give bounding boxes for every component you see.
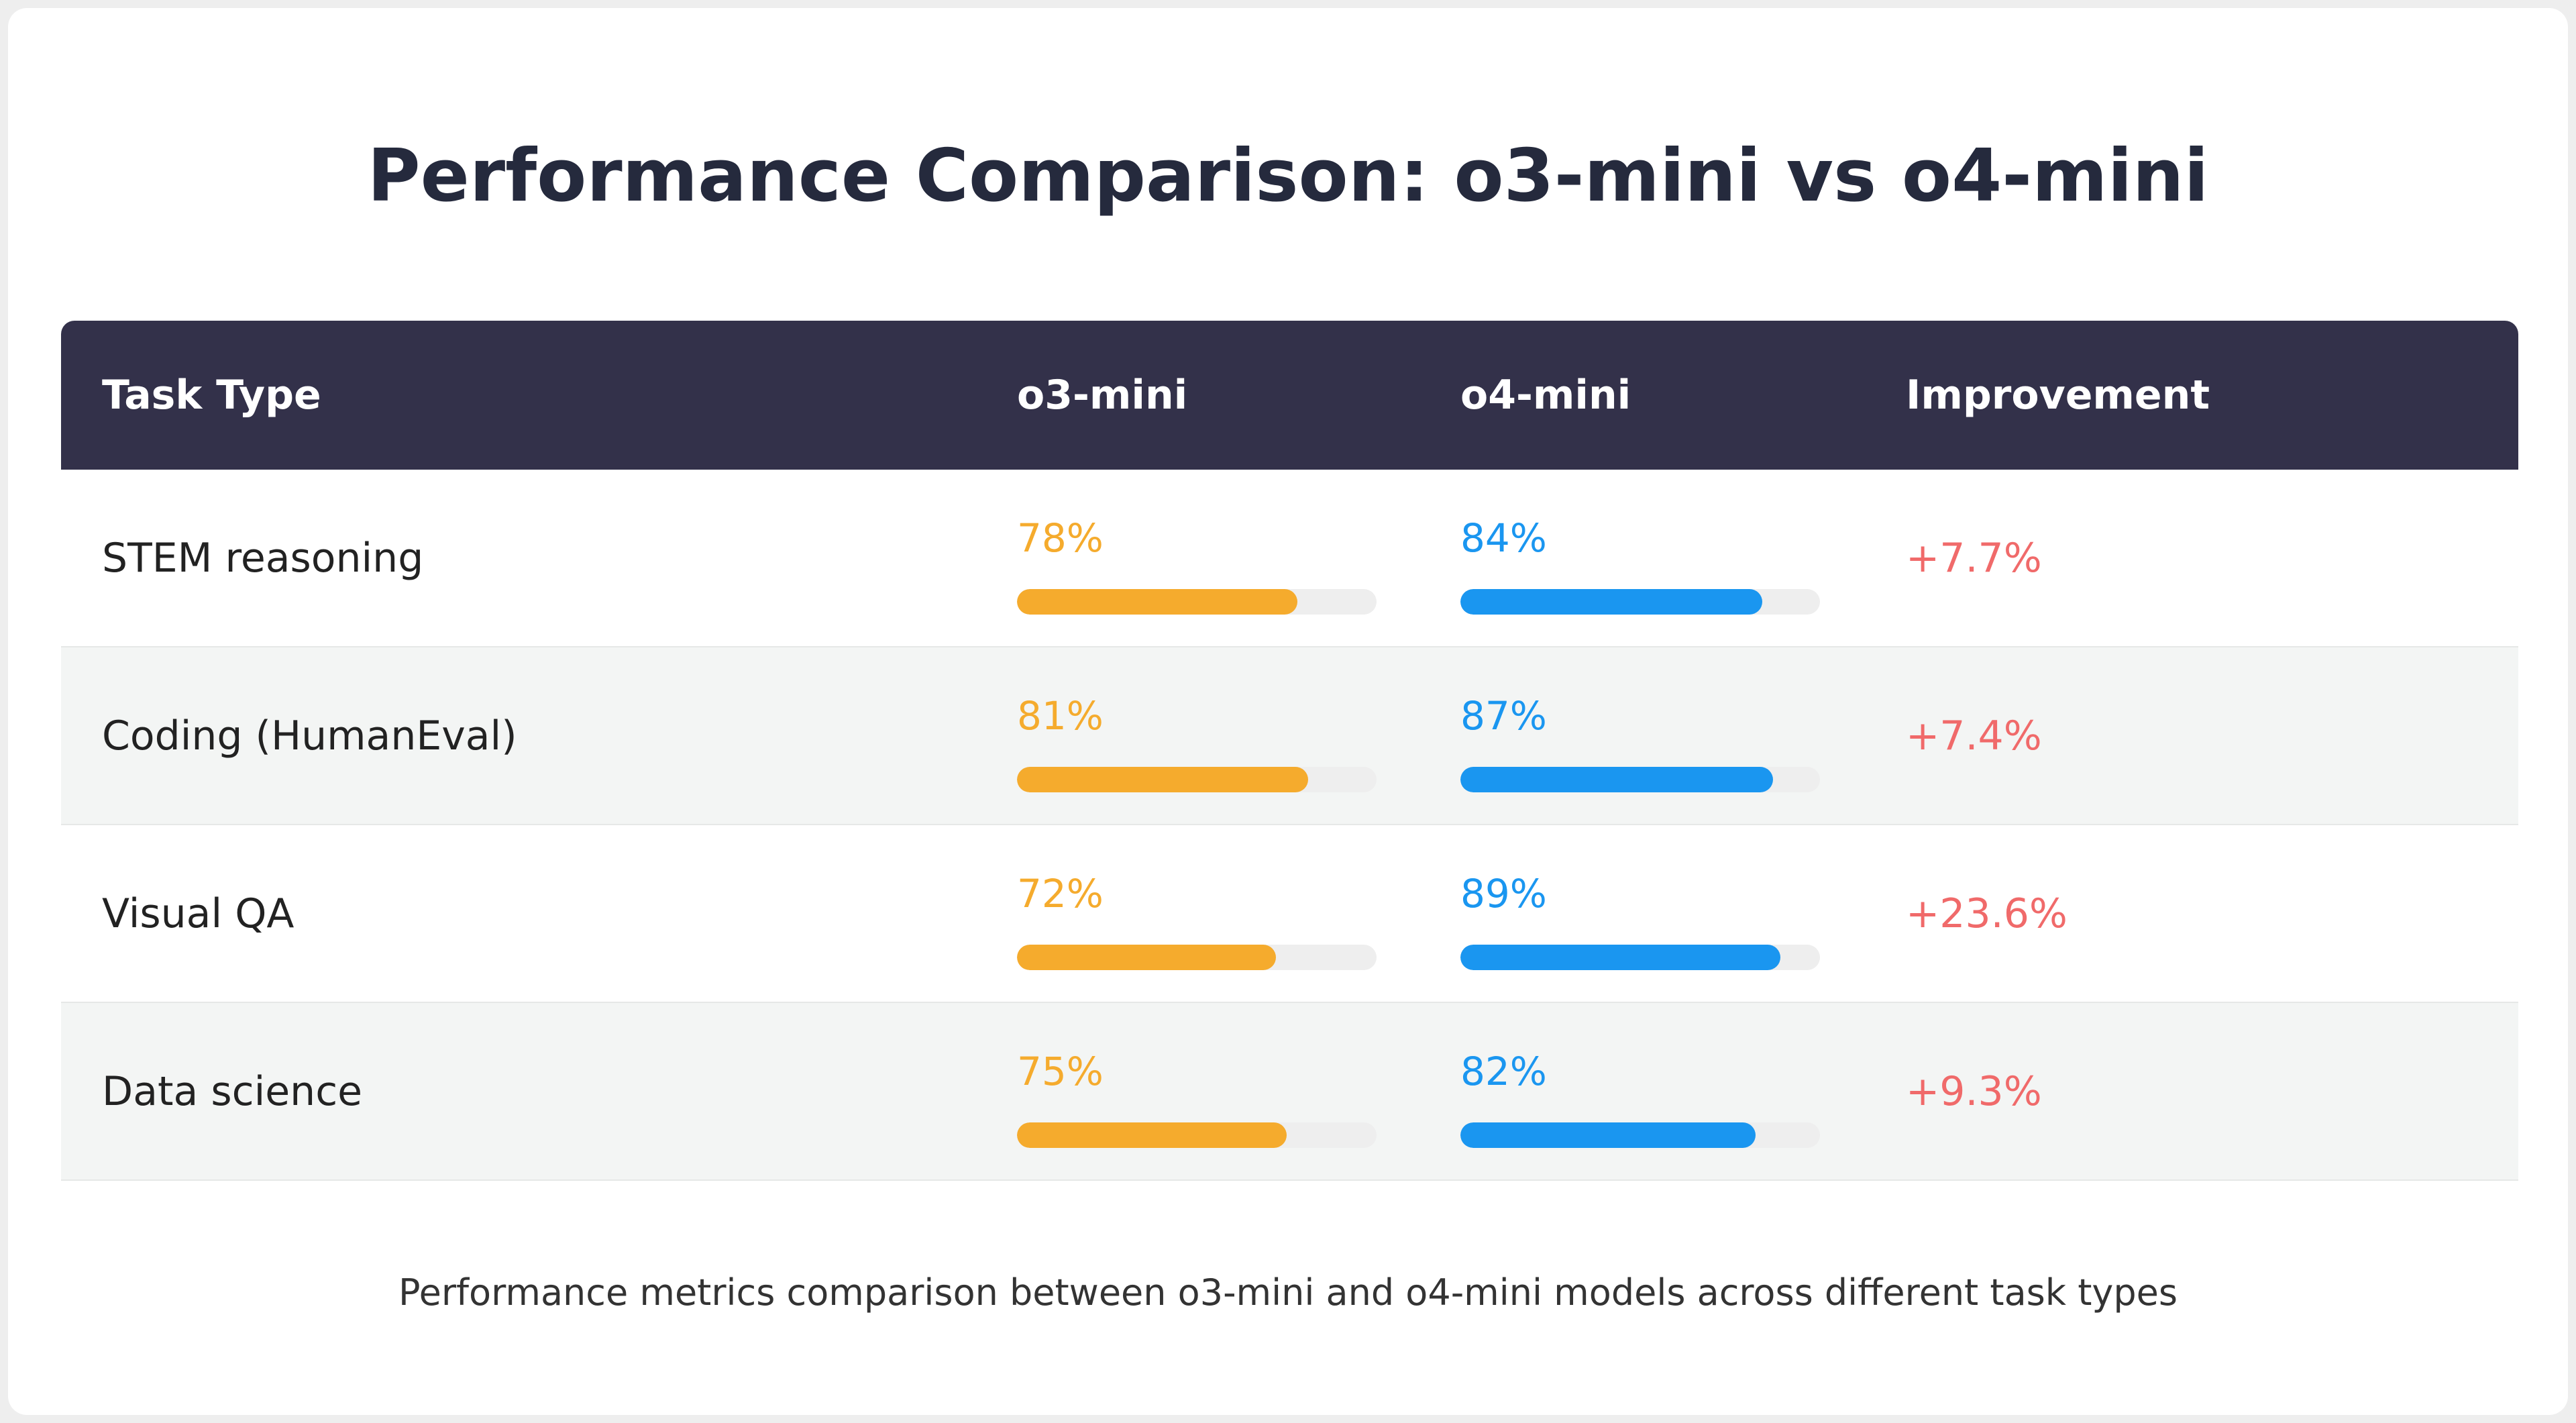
bar-track: [1460, 945, 1820, 970]
table-row: Data science 75% 82% +9.3%: [61, 1003, 2518, 1181]
column-header: o3-mini: [1017, 372, 1188, 419]
task-name: Data science: [102, 1068, 363, 1115]
improvement: +7.7%: [1906, 535, 2042, 582]
bar-track: [1017, 589, 1377, 615]
table: Task Type o3-mini o4-mini Improvement STEM …: [61, 321, 2518, 1181]
value-label: 72%: [1017, 871, 1104, 916]
value-label: 78%: [1017, 515, 1104, 561]
bar-track: [1460, 589, 1820, 615]
bar: [1460, 589, 1763, 615]
bar: [1460, 945, 1781, 970]
caption: Performance metrics comparison between o…: [398, 1271, 2178, 1314]
improvement: +23.6%: [1906, 890, 2068, 937]
column-header: Improvement: [1906, 372, 2210, 419]
column-header: Task Type: [102, 372, 321, 419]
bar: [1017, 589, 1298, 615]
table-header: Task Type o3-mini o4-mini Improvement: [61, 321, 2518, 470]
bar: [1017, 767, 1309, 792]
bar-track: [1017, 767, 1377, 792]
bar-track: [1460, 767, 1820, 792]
table-row: Visual QA 72% 89% +23.6%: [61, 825, 2518, 1003]
value-label: 82%: [1460, 1049, 1547, 1094]
bar: [1460, 767, 1774, 792]
bar: [1460, 1122, 1756, 1148]
value-label: 87%: [1460, 693, 1547, 739]
task-name: Coding (HumanEval): [102, 713, 517, 759]
value-label: 75%: [1017, 1049, 1104, 1094]
bar-track: [1460, 1122, 1820, 1148]
improvement: +7.4%: [1906, 713, 2042, 759]
value-label: 81%: [1017, 693, 1104, 739]
bar-track: [1017, 1122, 1377, 1148]
bar: [1017, 945, 1276, 970]
improvement: +9.3%: [1906, 1068, 2042, 1115]
value-label: 89%: [1460, 871, 1547, 916]
table-row: Coding (HumanEval) 81% 87% +7.4%: [61, 647, 2518, 825]
value-label: 84%: [1460, 515, 1547, 561]
task-name: Visual QA: [102, 890, 294, 937]
task-name: STEM reasoning: [102, 535, 424, 582]
column-header: o4-mini: [1460, 372, 1631, 419]
table-row: STEM reasoning 78% 84% +7.7%: [61, 470, 2518, 647]
bar: [1017, 1122, 1287, 1148]
title: Performance Comparison: o3-mini vs o4-mi…: [367, 134, 2209, 218]
bar-track: [1017, 945, 1377, 970]
